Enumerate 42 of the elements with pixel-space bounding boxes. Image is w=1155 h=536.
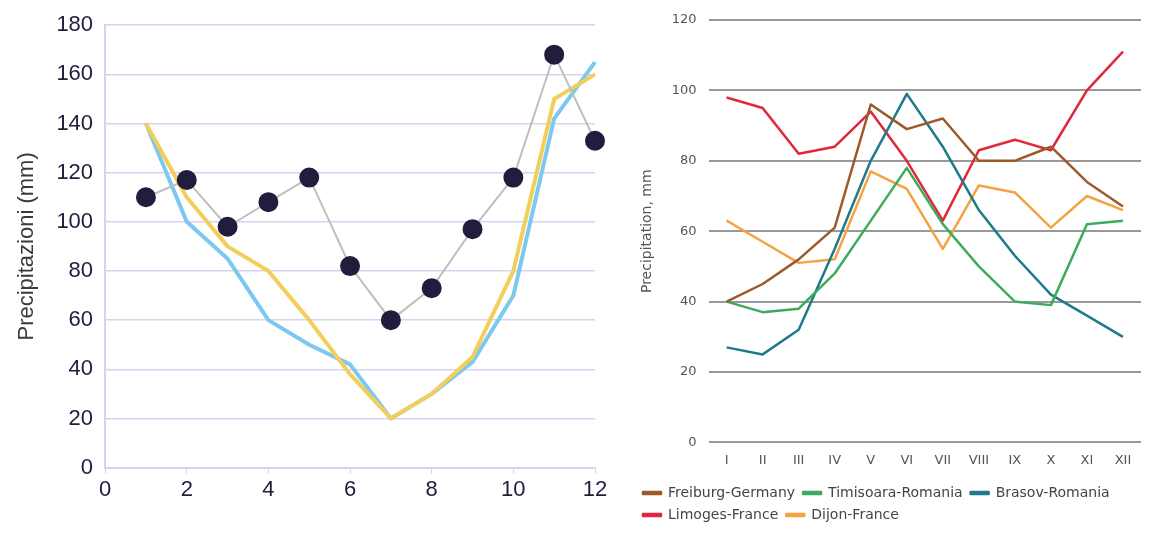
y-axis-title: Precipitazioni (mm) xyxy=(13,152,39,341)
y-tick-label: 140 xyxy=(56,109,94,135)
y-tick-label: 80 xyxy=(68,257,94,283)
x-tick-label: X xyxy=(1046,451,1056,467)
y-tick-label: 120 xyxy=(56,158,94,184)
x-tick-label: I xyxy=(724,451,729,467)
x-tick-label: III xyxy=(792,451,805,467)
x-tick-label: XII xyxy=(1114,451,1132,467)
x-tick-label: VII xyxy=(934,451,952,467)
x-tick-label: 2 xyxy=(180,475,193,501)
legend-label: Timisoara-Romania xyxy=(827,483,963,500)
y-tick-label: 180 xyxy=(56,11,94,37)
x-tick-label: XI xyxy=(1080,451,1094,467)
y-tick-label: 160 xyxy=(56,60,94,86)
x-tick-label: 8 xyxy=(425,475,438,501)
x-tick-label: 10 xyxy=(501,475,526,501)
y-tick-label: 40 xyxy=(68,355,94,381)
legend-label: Limoges-France xyxy=(668,505,779,522)
x-tick-label: 12 xyxy=(582,475,608,501)
y-tick-label: 60 xyxy=(68,306,94,332)
x-tick-label: 6 xyxy=(343,475,357,501)
x-tick-label: IV xyxy=(828,451,842,467)
y-tick-label: 120 xyxy=(671,11,697,27)
y-tick-label: 0 xyxy=(688,433,697,449)
x-tick-label: VIII xyxy=(968,451,990,467)
y-tick-label: 40 xyxy=(680,292,697,308)
x-tick-label: V xyxy=(866,451,876,467)
x-tick-label: 0 xyxy=(98,475,112,501)
x-tick-label: II xyxy=(758,451,767,467)
x-tick-label: VI xyxy=(900,451,914,467)
y-tick-label: 20 xyxy=(68,404,94,430)
y-tick-label: 100 xyxy=(671,81,697,97)
y-tick-label: 100 xyxy=(56,207,94,233)
y-axis-title: Precipitation, mm xyxy=(638,169,655,294)
legend-label: Freiburg-Germany xyxy=(668,483,796,500)
x-tick-label: IX xyxy=(1008,451,1022,467)
legend-label: Brasov-Romania xyxy=(995,483,1110,500)
legend-label: Dijon-France xyxy=(811,505,899,522)
x-tick-label: 4 xyxy=(262,475,275,501)
y-tick-label: 80 xyxy=(680,152,697,168)
y-tick-label: 60 xyxy=(680,222,697,238)
y-tick-label: 20 xyxy=(680,363,697,379)
